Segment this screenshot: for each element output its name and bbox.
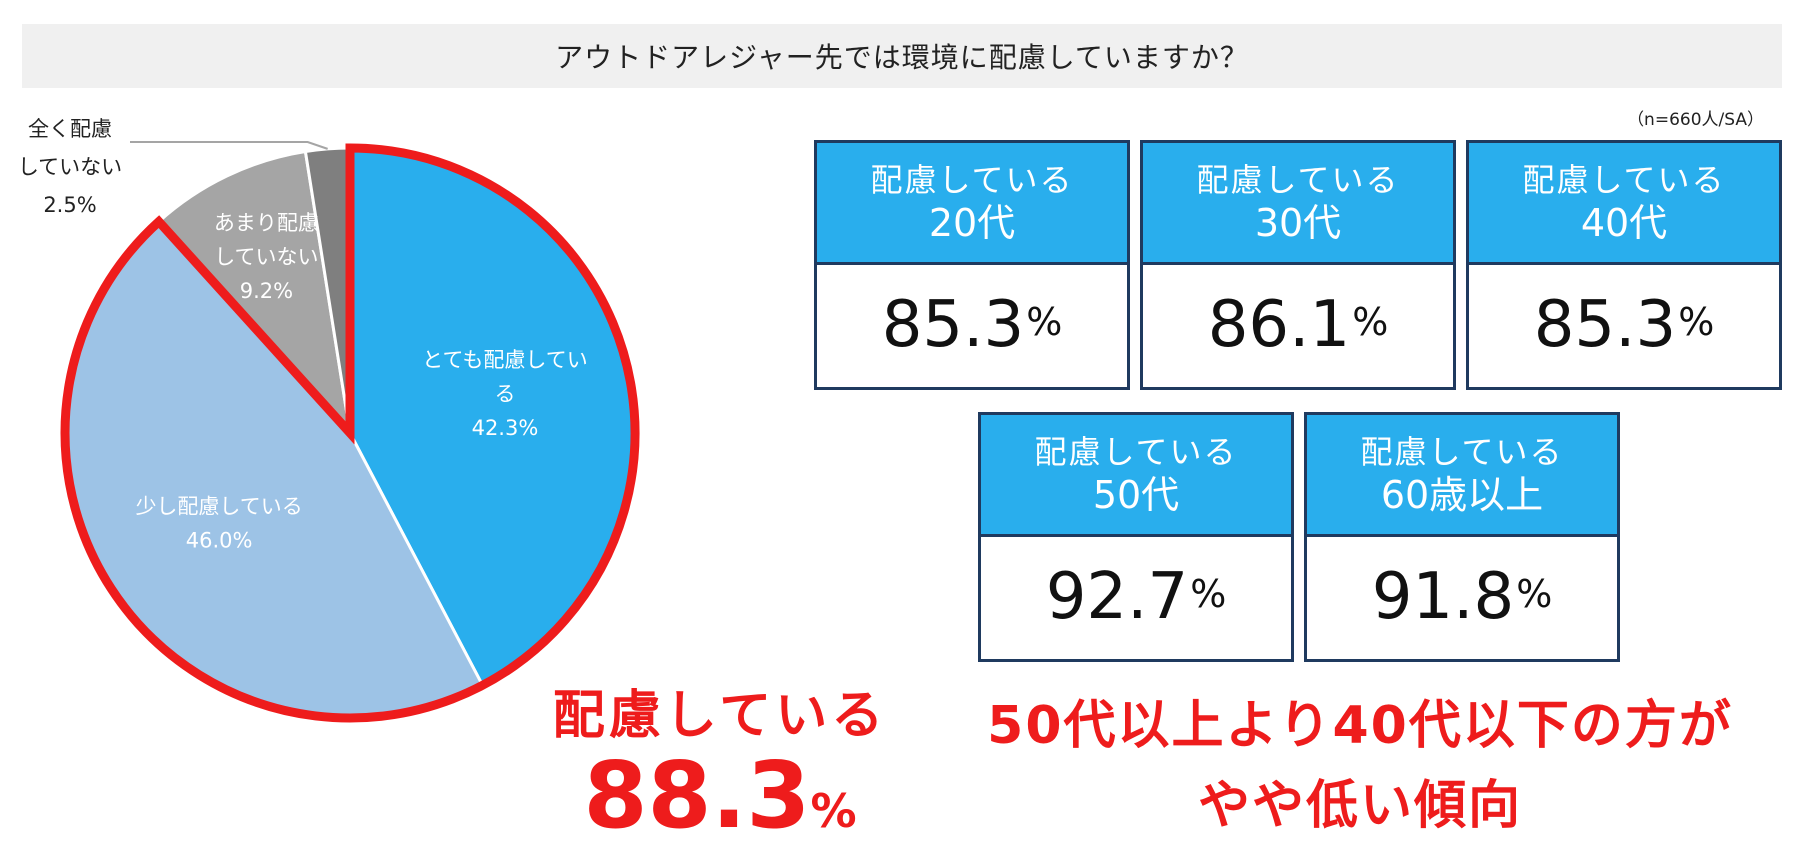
card-age: 40代 <box>1580 201 1668 245</box>
pie-slice <box>156 149 353 438</box>
card-header: 配慮している 30代 <box>1143 143 1453 265</box>
card-age: 60歳以上 <box>1380 473 1544 517</box>
age-card-60s-plus: 配慮している 60歳以上 91.8% <box>1304 412 1620 662</box>
overall-summary-label: 配慮している <box>552 686 888 746</box>
card-label: 配慮している <box>1522 161 1726 199</box>
slice-category-label: とても配慮してい <box>422 348 588 372</box>
card-value-area: 85.3% <box>817 265 1127 384</box>
leader-line <box>130 141 328 150</box>
overall-summary-value-row: 88.3% <box>520 746 920 861</box>
card-unit: % <box>1516 572 1553 616</box>
card-header: 配慮している 20代 <box>817 143 1127 265</box>
sample-size-note: （n=660人/SA） <box>1627 110 1764 130</box>
age-card-50s: 配慮している 50代 92.7% <box>978 412 1294 662</box>
card-value-area: 91.8% <box>1307 537 1617 656</box>
slice-value-label: 2.5% <box>43 193 96 217</box>
card-header: 配慮している 60歳以上 <box>1307 415 1617 537</box>
trend-summary: 50代以上より40代以下の方が やや低い傾向 <box>960 686 1760 846</box>
card-unit: % <box>1026 300 1063 344</box>
slice-category-label: していない <box>214 245 318 269</box>
trend-summary-line1: 50代以上より40代以下の方が <box>987 696 1733 756</box>
slice-category-label: 全く配慮 <box>28 117 112 141</box>
highlight-outline <box>60 143 640 723</box>
overall-summary-value: 88.3 <box>583 742 811 849</box>
card-value-area: 85.3% <box>1469 265 1779 384</box>
card-unit: % <box>1678 300 1715 344</box>
card-value-area: 92.7% <box>981 537 1291 656</box>
age-card-20s: 配慮している 20代 85.3% <box>814 140 1130 390</box>
card-header: 配慮している 40代 <box>1469 143 1779 265</box>
slice-category-label: る <box>494 382 515 406</box>
overall-summary: 配慮している 88.3% <box>520 686 920 861</box>
slice-category-label: 少し配慮している <box>135 494 302 518</box>
card-label: 配慮している <box>1034 433 1238 471</box>
slice-value-label: 9.2% <box>240 279 293 303</box>
card-label: 配慮している <box>1196 161 1400 199</box>
card-value: 92.7 <box>1045 559 1189 634</box>
slice-value-label: 46.0% <box>186 528 253 552</box>
card-unit: % <box>1352 300 1389 344</box>
card-age: 20代 <box>928 201 1016 245</box>
card-header: 配慮している 50代 <box>981 415 1291 537</box>
age-card-30s: 配慮している 30代 86.1% <box>1140 140 1456 390</box>
card-value: 91.8 <box>1371 559 1515 634</box>
card-age: 30代 <box>1254 201 1342 245</box>
chart-title: アウトドアレジャー先では環境に配慮していますか？ <box>22 24 1782 88</box>
slice-category-label: あまり配慮 <box>214 211 319 235</box>
overall-summary-unit: % <box>810 784 857 838</box>
card-age: 50代 <box>1092 473 1180 517</box>
trend-summary-line2: やや低い傾向 <box>1197 776 1522 836</box>
pie-chart: とても配慮している42.3%少し配慮している46.0%あまり配慮していない9.2… <box>18 117 640 723</box>
card-value: 85.3 <box>1533 287 1677 362</box>
card-value-area: 86.1% <box>1143 265 1453 384</box>
age-card-40s: 配慮している 40代 85.3% <box>1466 140 1782 390</box>
card-value: 86.1 <box>1207 287 1351 362</box>
card-label: 配慮している <box>870 161 1074 199</box>
slice-value-label: 42.3% <box>472 416 539 440</box>
card-unit: % <box>1190 572 1227 616</box>
card-label: 配慮している <box>1360 433 1564 471</box>
slice-category-label: していない <box>18 155 122 179</box>
card-value: 85.3 <box>881 287 1025 362</box>
